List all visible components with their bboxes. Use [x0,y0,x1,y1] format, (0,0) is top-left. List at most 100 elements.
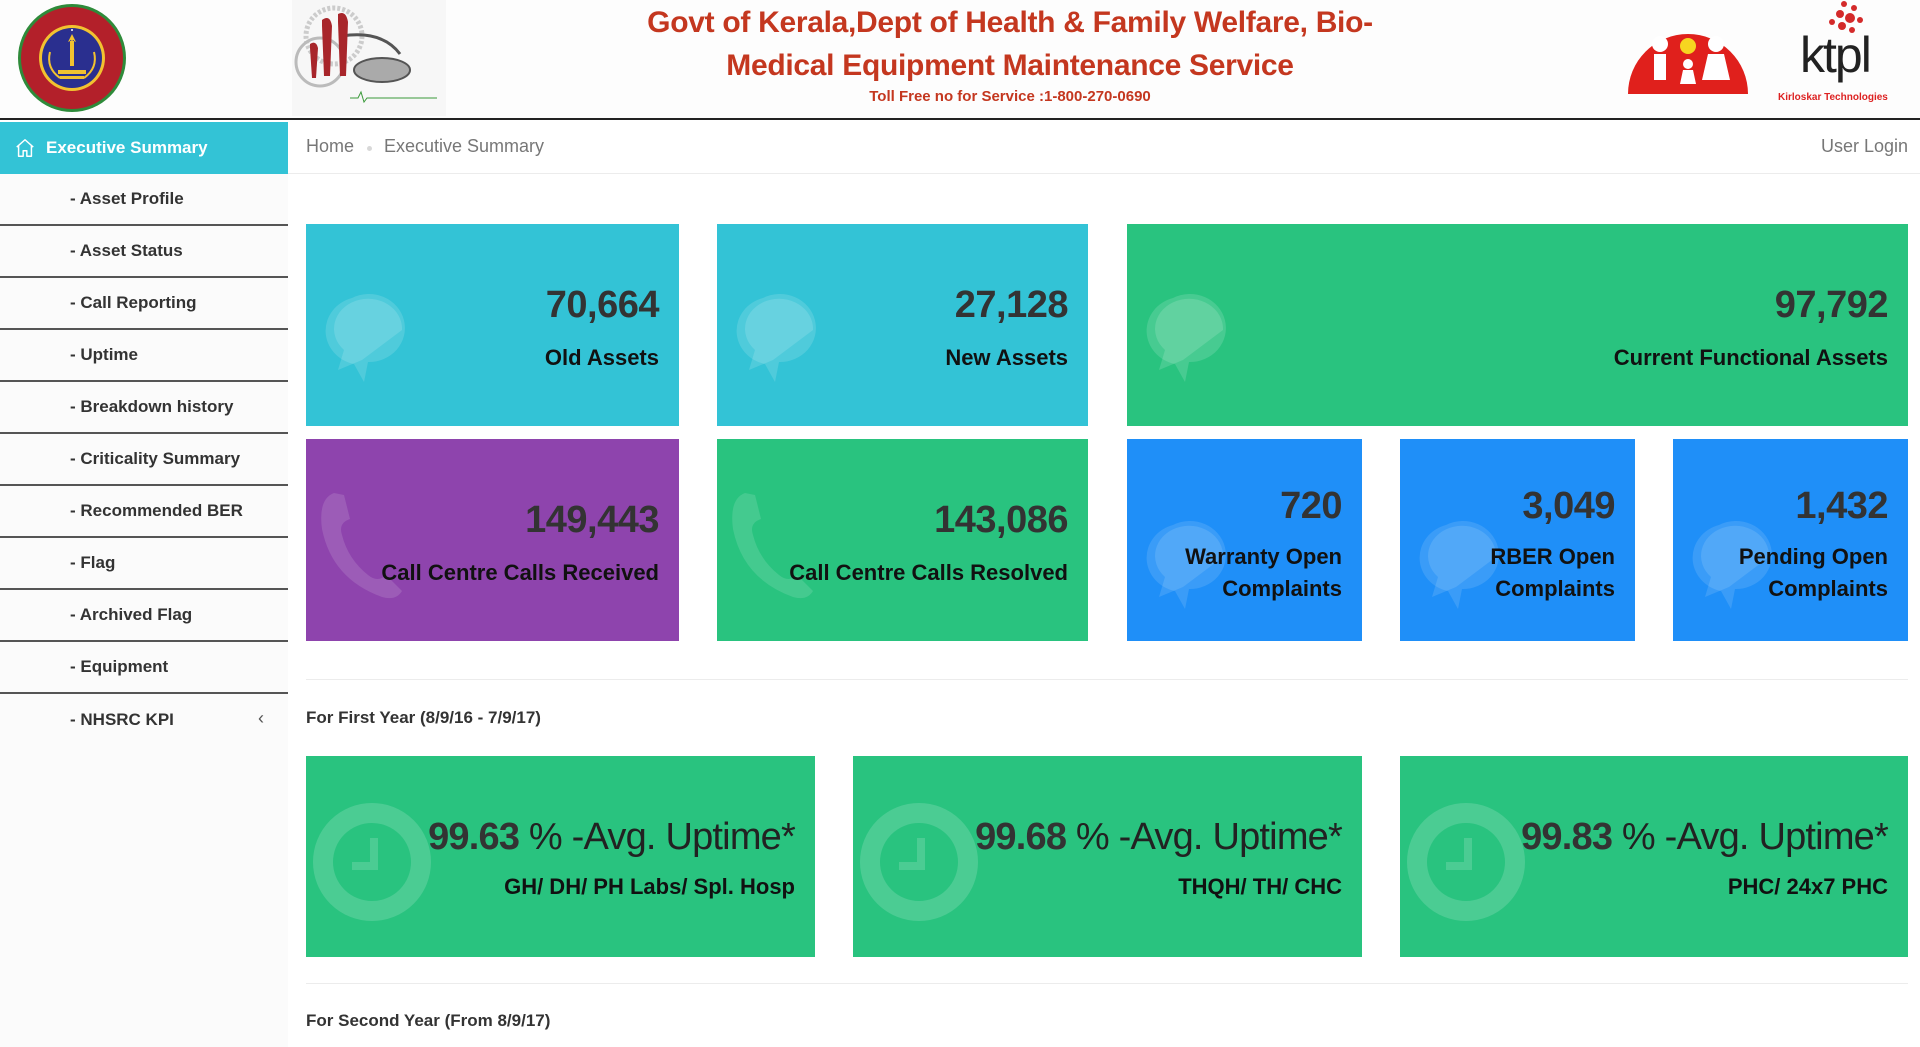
dhs-kerala-logo [14,2,130,114]
tile-rber-open-complaints[interactable]: 3,049 RBER Open Complaints [1400,439,1635,641]
sidebar-item-flag[interactable]: - Flag [0,538,288,590]
sidebar-item-label: - Asset Profile [70,189,184,208]
uptime-category: PHC/ 24x7 PHC [1727,874,1888,899]
clock-icon [1407,803,1525,921]
tile-label: Pending Open Complaints [1739,541,1888,605]
user-login-link[interactable]: User Login [1820,136,1908,156]
uptime-value-line: 99.68 % -Avg. Uptime* [975,816,1343,859]
second-year-label: For Second Year (From 8/9/17) [306,1011,551,1030]
chevron-left-icon[interactable]: ‹ [258,708,264,728]
tile-label: Warranty Open Complaints [1185,541,1342,605]
tile-value: 720 [1280,485,1342,527]
chat-icon [736,294,816,382]
ktpl-subtitle: Kirloskar Technologies [1778,92,1888,103]
header-title-line-2: Medical Equipment Maintenance Service [726,49,1294,82]
breadcrumb-home-link[interactable]: Home [306,136,355,156]
uptime-suffix: % -Avg. Uptime* [519,816,796,858]
uptime-tile-thqh-th-chc[interactable]: 99.68 % -Avg. Uptime* THQH/ TH/ CHC [853,756,1362,957]
breadcrumb-bar: Home Executive Summary User Login [288,122,1920,174]
sidebar: Executive Summary - Asset Profile - Asse… [0,122,288,1047]
uptime-suffix: % -Avg. Uptime* [1066,816,1343,858]
phone-icon [732,493,813,599]
sidebar-item-nhsrc-kpi[interactable]: - NHSRC KPI ‹ [0,694,288,746]
uptime-tile-gh-dh[interactable]: 99.63 % -Avg. Uptime* GH/ DH/ PH Labs/ S… [306,756,815,957]
sidebar-item-label: - Equipment [70,657,169,676]
tile-current-functional-assets[interactable]: 97,792 Current Functional Assets [1127,224,1908,426]
uptime-category: GH/ DH/ PH Labs/ Spl. Hosp [504,874,795,899]
tile-calls-resolved[interactable]: 143,086 Call Centre Calls Resolved [717,439,1088,641]
uptime-value-line: 99.83 % -Avg. Uptime* [1521,816,1889,859]
sidebar-item-recommended-ber[interactable]: - Recommended BER [0,486,288,538]
sidebar-item-equipment[interactable]: - Equipment [0,642,288,694]
first-year-label: For First Year (8/9/16 - 7/9/17) [306,708,541,727]
breadcrumb-separator [367,146,372,151]
tile-value: 70,664 [545,284,660,326]
sidebar-item-label: - Breakdown history [70,397,234,416]
uptime-value-line: 99.63 % -Avg. Uptime* [428,816,796,859]
uptime-value: 99.83 [1521,816,1613,858]
sidebar-item-label: - Asset Status [70,241,183,260]
sidebar-item-executive-summary[interactable]: Executive Summary [0,122,288,174]
tile-label-line-1: RBER Open [1490,544,1615,569]
sidebar-item-label: - Criticality Summary [70,449,241,468]
chat-icon [1419,521,1499,609]
tile-value: 3,049 [1522,485,1615,527]
tile-label: New Assets [945,345,1068,370]
tile-value: 27,128 [954,284,1069,326]
tile-warranty-open-complaints[interactable]: 720 Warranty Open Complaints [1127,439,1362,641]
sidebar-item-asset-profile[interactable]: - Asset Profile [0,174,288,226]
section-divider [306,679,1908,680]
phone-icon [321,493,402,599]
clock-icon [860,803,978,921]
toll-free-number: Toll Free no for Service :1-800-270-0690 [869,88,1151,105]
chat-icon [1146,294,1226,382]
national-health-mission-logo [1600,0,1776,116]
tile-label: Old Assets [544,345,659,370]
home-icon [16,139,34,157]
tile-value: 1,432 [1795,485,1888,527]
tile-value: 97,792 [1774,284,1889,326]
uptime-category: THQH/ TH/ CHC [1178,874,1342,899]
tile-pending-open-complaints[interactable]: 1,432 Pending Open Complaints [1673,439,1908,641]
header-title-block: Govt of Kerala,Dept of Health & Family W… [560,0,1460,105]
sidebar-item-label: - Archived Flag [70,605,193,624]
tile-new-assets[interactable]: 27,128 New Assets [717,224,1088,426]
sidebar-item-archived-flag[interactable]: - Archived Flag [0,590,288,642]
sidebar-item-uptime[interactable]: - Uptime [0,330,288,382]
kmscl-logo [292,0,446,116]
sidebar-item-label: - Call Reporting [70,293,197,312]
sidebar-item-call-reporting[interactable]: - Call Reporting [0,278,288,330]
sidebar-item-label: - Uptime [70,345,138,364]
tile-value: 143,086 [934,499,1068,541]
tile-label: Current Functional Assets [1613,345,1888,370]
ktpl-logo: ktpl Kirloskar Technologies [1776,0,1906,116]
tile-value: 149,443 [525,499,659,541]
section-divider [306,983,1908,984]
sidebar-item-criticality-summary[interactable]: - Criticality Summary [0,434,288,486]
sidebar-item-label: - Flag [70,553,116,572]
uptime-suffix: % -Avg. Uptime* [1612,816,1889,858]
tile-label-line-2: Complaints [1768,576,1888,601]
tile-old-assets[interactable]: 70,664 Old Assets [306,224,679,426]
header: Govt of Kerala,Dept of Health & Family W… [0,0,1920,120]
sidebar-item-label: - NHSRC KPI [70,710,174,729]
breadcrumb-current: Executive Summary [384,136,545,156]
uptime-value: 99.63 [428,816,520,858]
header-title-line-1: Govt of Kerala,Dept of Health & Family W… [647,6,1373,39]
chat-icon [1146,521,1226,609]
sidebar-item-label: Executive Summary [46,138,208,157]
tile-calls-received[interactable]: 149,443 Call Centre Calls Received [306,439,679,641]
tile-label-line-1: Warranty Open [1185,544,1342,569]
tile-label-line-2: Complaints [1222,576,1342,601]
chat-icon [325,294,405,382]
ktpl-wordmark: ktpl [1800,27,1872,83]
sidebar-item-breakdown-history[interactable]: - Breakdown history [0,382,288,434]
uptime-tile-phc[interactable]: 99.83 % -Avg. Uptime* PHC/ 24x7 PHC [1400,756,1908,957]
clock-icon [313,803,431,921]
tile-label: RBER Open Complaints [1490,541,1615,605]
tile-label-line-1: Pending Open [1738,544,1888,569]
sidebar-item-asset-status[interactable]: - Asset Status [0,226,288,278]
uptime-value: 99.68 [975,816,1067,858]
chat-icon [1692,521,1772,609]
